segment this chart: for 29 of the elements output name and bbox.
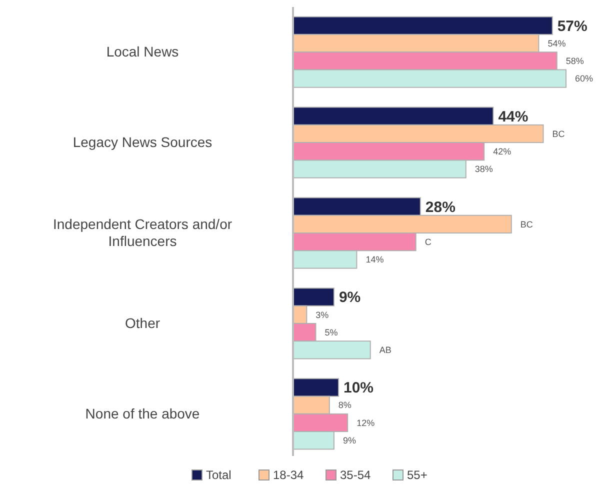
data-label: 28%: [425, 198, 456, 216]
data-label: BC: [520, 219, 534, 230]
legend-label: 35-54: [340, 468, 372, 482]
y-tick-label: Local News: [106, 44, 179, 60]
data-label: 5%: [324, 327, 338, 338]
data-label: 9%: [338, 289, 361, 306]
legend-label: 18-34: [273, 468, 304, 482]
data-label: 12%: [356, 418, 375, 428]
legend-label: Total: [206, 468, 232, 482]
data-label: C: [424, 236, 432, 247]
data-label: 14%: [366, 254, 384, 265]
y-tick-label: Legacy News Sources: [72, 134, 212, 150]
y-tick-label: None of the above: [85, 405, 200, 422]
data-label: BC: [552, 128, 566, 139]
y-tick-label: Independent Creators and/or Influencers: [52, 216, 232, 249]
data-label: 54%: [548, 38, 566, 48]
data-label: 9%: [342, 436, 356, 446]
y-tick-label: Other: [124, 314, 160, 331]
data-label: 58%: [566, 56, 584, 66]
data-label: 8%: [338, 400, 352, 410]
data-label: 38%: [474, 164, 493, 174]
data-label: 42%: [493, 146, 512, 157]
data-label: 44%: [498, 108, 528, 126]
legend-label: 55+: [407, 468, 428, 482]
data-label: 60%: [575, 74, 594, 84]
data-label: AB: [379, 345, 392, 356]
data-label: 10%: [344, 380, 374, 397]
data-label: 3%: [316, 310, 329, 320]
data-label: 57%: [557, 18, 588, 35]
